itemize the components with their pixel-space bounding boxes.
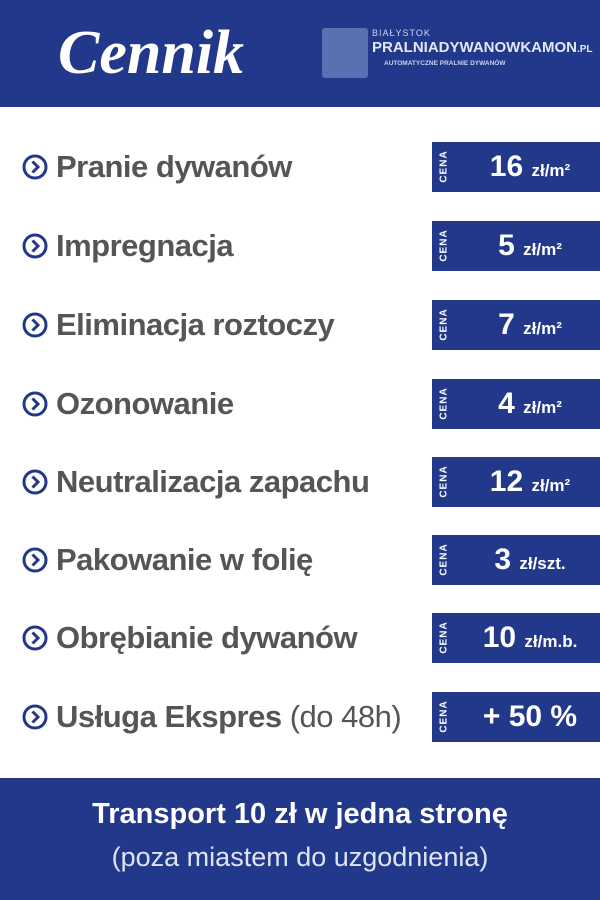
service-name: Neutralizacja zapachu [56, 464, 370, 500]
logo: BIAŁYSTOK PRALNIADYWANOWKAMON.PL AUTOMAT… [322, 28, 593, 80]
service-label: Eliminacja roztoczy [56, 307, 335, 342]
service-name: Pranie dywanów [56, 149, 292, 185]
bullet-svg [22, 469, 48, 495]
footer-line: Transport 10 zł w jedna stronę [92, 798, 508, 830]
bullet-svg [22, 391, 48, 417]
price: 12 zł/m² [460, 465, 600, 499]
price-value: 16 [489, 150, 524, 183]
service-label: Impregnacja [56, 228, 234, 263]
service-label: Neutralizacja zapachu [56, 464, 370, 499]
price-box: CENA 16 zł/m² [432, 142, 600, 192]
price-row: Eliminacja roztoczy CENA 7 zł/m² [0, 299, 600, 351]
price: 5 zł/m² [460, 229, 600, 263]
bullet-svg [22, 547, 48, 573]
service-label: Pranie dywanów [56, 149, 292, 184]
service-name: Ozonowanie [56, 386, 234, 422]
price: 4 zł/m² [460, 387, 600, 421]
logo-tagline: AUTOMATYCZNE PRALNIE DYWANÓW [384, 60, 506, 67]
price-box: CENA 5 zł/m² [432, 221, 600, 271]
price-unit: zł/m² [531, 161, 571, 180]
bullet-icon [22, 625, 48, 651]
price-row: Pranie dywanów CENA 16 zł/m² [0, 141, 600, 193]
price-row: Pakowanie w folię CENA 3 zł/szt. [0, 534, 600, 586]
price: 7 zł/m² [460, 308, 600, 342]
footer-note: (poza miastem do uzgodnienia) [111, 842, 489, 872]
price-tag: CENA [438, 543, 450, 576]
price-row: Neutralizacja zapachu CENA 12 zł/m² [0, 456, 600, 508]
price-tag: CENA [438, 229, 450, 262]
bullet-svg [22, 704, 48, 730]
price-tag: CENA [438, 465, 450, 498]
price-row: Impregnacja CENA 5 zł/m² [0, 220, 600, 272]
logo-name: PRALNIADYWANOWKAMON.PL [372, 39, 593, 56]
service-label: Obrębianie dywanów [56, 620, 358, 655]
price-value: 12 [489, 465, 524, 498]
bullet-svg [22, 312, 48, 338]
price-tag: CENA [438, 387, 450, 420]
service-label: Usługa Ekspres [56, 699, 282, 734]
price-value: 7 [498, 308, 515, 341]
price-row: Usługa Ekspres (do 48h) CENA + 50 % [0, 691, 600, 743]
price-value: + 50 % [482, 700, 578, 733]
logo-city: BIAŁYSTOK [372, 28, 431, 38]
service-name: Pakowanie w folię [56, 542, 313, 578]
price-box: CENA 12 zł/m² [432, 457, 600, 507]
price-box: CENA 4 zł/m² [432, 379, 600, 429]
service-name: Impregnacja [56, 228, 234, 264]
price-box: CENA 7 zł/m² [432, 300, 600, 350]
price: + 50 % [460, 700, 600, 734]
bullet-icon [22, 547, 48, 573]
price-value: 4 [498, 387, 515, 420]
price-row: Ozonowanie CENA 4 zł/m² [0, 378, 600, 430]
bullet-svg [22, 625, 48, 651]
service-name: Usługa Ekspres (do 48h) [56, 699, 402, 735]
service-label: Ozonowanie [56, 386, 234, 421]
header: Cennik BIAŁYSTOK PRALNIADYWANOWKAMON.PL … [0, 0, 600, 107]
logo-icon [322, 28, 368, 78]
title: Cennik [58, 19, 245, 87]
price-tag: CENA [438, 308, 450, 341]
service-label: Pakowanie w folię [56, 542, 313, 577]
logo-brand: PRALNIADYWANOWKAMON [372, 39, 577, 56]
price-value: 5 [498, 229, 515, 262]
service-name: Obrębianie dywanów [56, 620, 358, 656]
price-unit: zł/m.b. [524, 632, 578, 651]
bullet-icon [22, 704, 48, 730]
price-value: 10 [482, 621, 517, 654]
price-unit: zł/m² [531, 476, 571, 495]
service-note: (do 48h) [289, 699, 402, 734]
price-value: 3 [494, 543, 512, 576]
price-box: CENA 3 zł/szt. [432, 535, 600, 585]
price-unit: zł/m² [523, 240, 562, 259]
price: 10 zł/m.b. [460, 621, 600, 655]
bullet-svg [22, 154, 48, 180]
bullet-icon [22, 154, 48, 180]
price: 3 zł/szt. [460, 543, 600, 577]
price: 16 zł/m² [460, 150, 600, 184]
bullet-icon [22, 391, 48, 417]
price-tag: CENA [438, 621, 450, 654]
bullet-icon [22, 233, 48, 259]
bullet-icon [22, 469, 48, 495]
bullet-icon [22, 312, 48, 338]
price-box: CENA 10 zł/m.b. [432, 613, 600, 663]
service-name: Eliminacja roztoczy [56, 307, 335, 343]
price-tag: CENA [438, 150, 450, 183]
bullet-svg [22, 233, 48, 259]
price-unit: zł/m² [523, 319, 562, 338]
price-unit: zł/szt. [519, 554, 566, 573]
price-box: CENA + 50 % [432, 692, 600, 742]
logo-tld: .PL [576, 44, 593, 55]
price-row: Obrębianie dywanów CENA 10 zł/m.b. [0, 612, 600, 664]
price-tag: CENA [438, 700, 450, 733]
footer: Transport 10 zł w jedna stronę (poza mia… [0, 778, 600, 900]
price-unit: zł/m² [523, 398, 562, 417]
